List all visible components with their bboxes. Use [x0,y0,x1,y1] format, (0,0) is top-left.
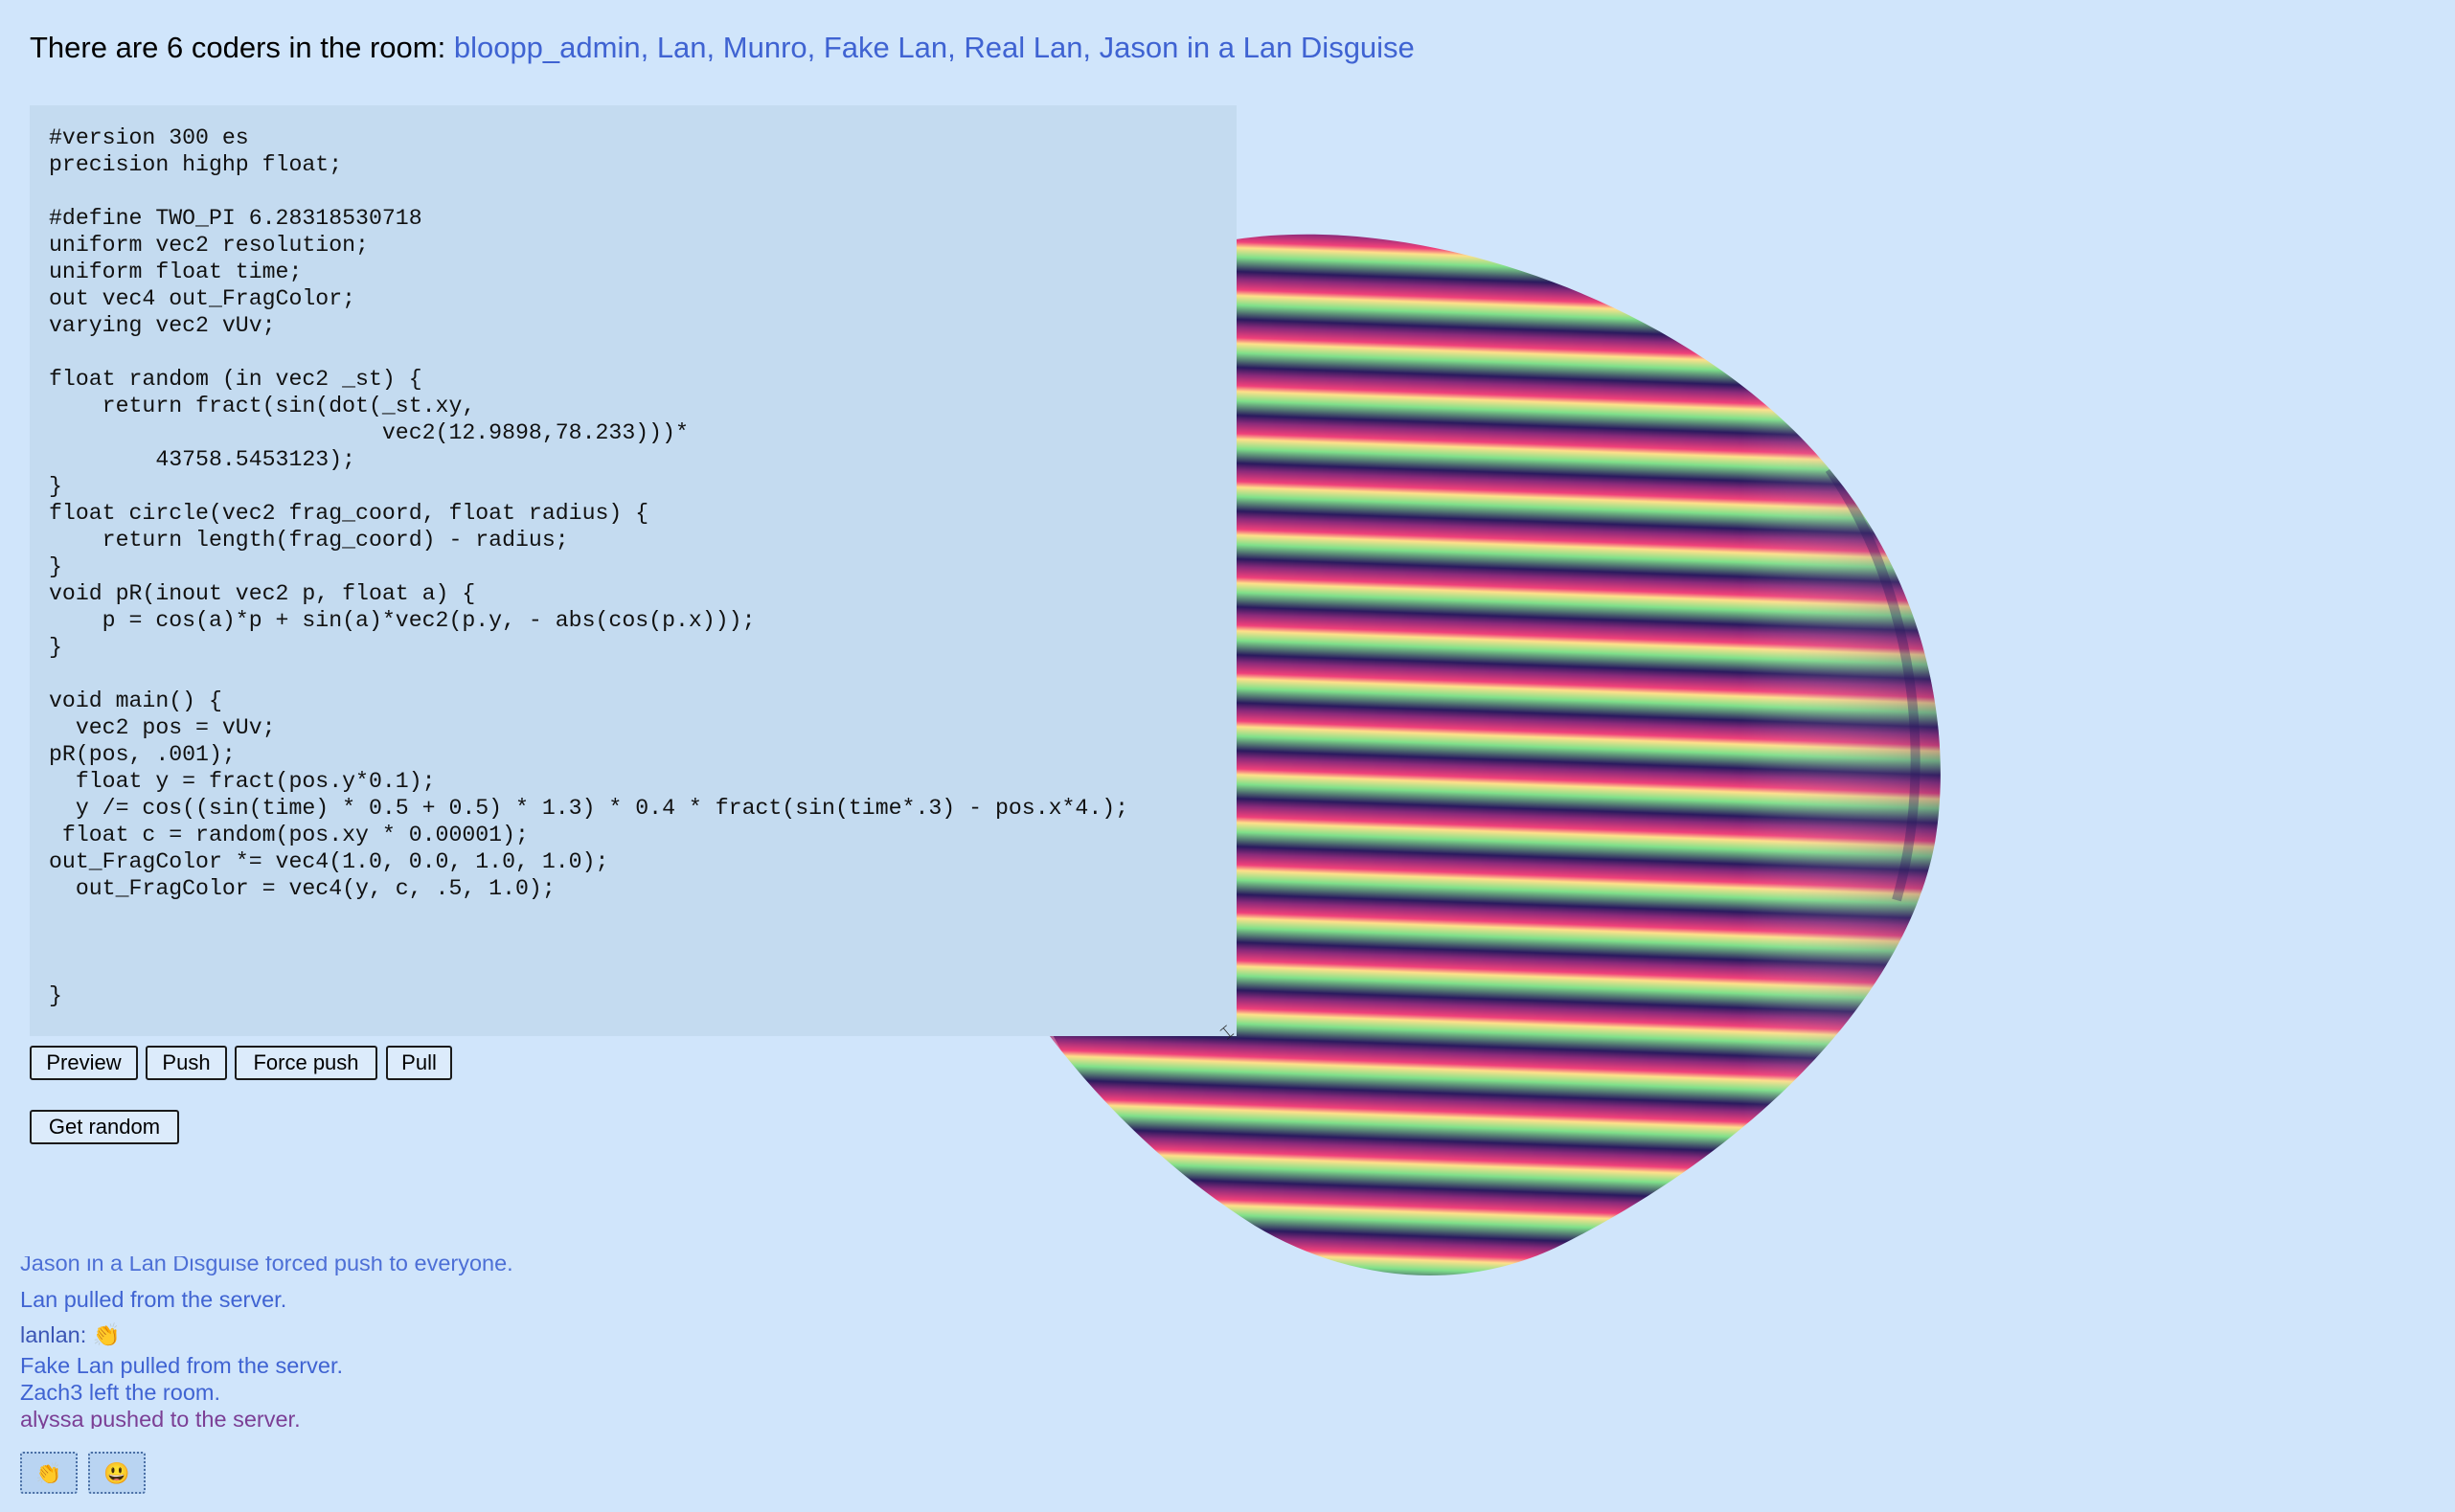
pull-button[interactable]: Pull [386,1046,452,1080]
chat-message: lanlan: 👏 [20,1322,122,1347]
preview-button[interactable]: Preview [30,1046,138,1080]
shader-code[interactable]: #version 300 es precision highp float; #… [49,125,1129,1008]
log-entry: Fake Lan pulled from the server. [20,1353,344,1378]
force-push-button[interactable]: Force push [235,1046,377,1080]
get-random-button[interactable]: Get random [30,1110,179,1144]
coder-list: bloopp_admin, Lan, Munro, Fake Lan, Real… [453,31,1415,64]
room-header: There are 6 coders in the room: bloopp_a… [30,31,1415,65]
push-button[interactable]: Push [146,1046,227,1080]
activity-log: Jason in a Lan Disguise forced push to e… [20,1256,882,1429]
log-entry: alyssa pushed to the server. [20,1407,301,1429]
log-entry: Jason in a Lan Disguise forced push to e… [20,1256,513,1275]
log-entry: Lan pulled from the server. [20,1287,287,1312]
code-editor[interactable]: #version 300 es precision highp float; #… [30,105,1237,1036]
clap-reaction-button[interactable]: 👏 [20,1452,78,1494]
log-entry: Zach3 left the room. [20,1380,220,1405]
smile-reaction-button[interactable]: 😃 [88,1452,146,1494]
room-header-prefix: There are 6 coders in the room: [30,31,454,64]
